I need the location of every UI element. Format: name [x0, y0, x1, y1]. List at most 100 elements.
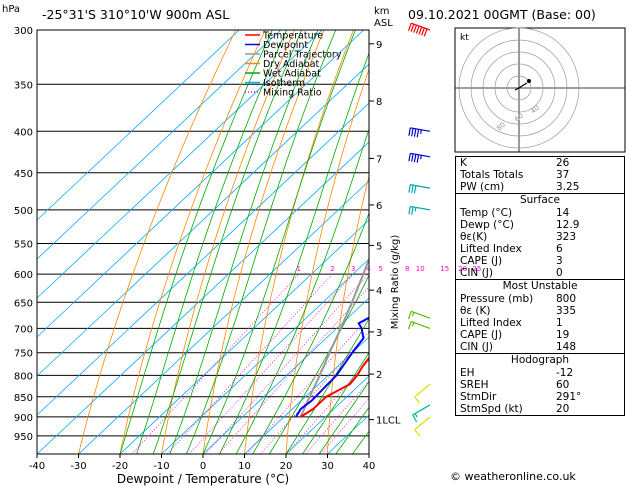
wind-barb: [414, 416, 431, 437]
x-tick-label: 40: [363, 461, 376, 472]
row-label: PW (cm): [460, 181, 505, 193]
legend-entry: Wet Adiabat: [263, 69, 321, 80]
temperature-line: [300, 356, 369, 418]
hpa-label: hPa: [2, 4, 20, 15]
table-row: EH -12: [456, 367, 624, 379]
wind-barb: [407, 320, 431, 330]
storm-motion-dot: [527, 79, 531, 83]
hodograph-unit: kt: [460, 33, 469, 43]
wind-barb: [407, 310, 431, 320]
barb-feather: [407, 311, 412, 320]
wet-adiabat: [219, 51, 369, 454]
x-axis-label: Dewpoint / Temperature (°C): [117, 472, 289, 486]
profiles: [295, 256, 369, 418]
mixing-ratio-label: 5: [378, 265, 382, 273]
pressure-tick-label: 350: [14, 80, 33, 91]
dry-adiabat: [285, 67, 369, 454]
dry-adiabat: [119, 30, 266, 454]
x-tick-label: -30: [70, 461, 86, 472]
pressure-tick-label: 400: [14, 127, 33, 138]
footer-credit[interactable]: © weatheronline.co.uk: [450, 470, 576, 483]
table-row: SREH 60: [456, 379, 624, 391]
row-value: 14: [556, 207, 570, 219]
hodograph-ring: [458, 27, 580, 149]
table-row: StmSpd (kt) 20: [456, 403, 624, 415]
barb-feather: [407, 22, 412, 31]
row-value: 3: [556, 255, 563, 267]
surface-block: Surface Temp (°C) 14 Dewp (°C) 12.9 θε(K) 323…: [456, 193, 624, 279]
table-row: StmDir 291°: [456, 391, 624, 403]
x-tick-label: 20: [280, 461, 293, 472]
km-tick-label: 3: [376, 328, 382, 339]
km-tick-label: 4: [376, 286, 382, 297]
pressure-tick-label: 850: [14, 393, 33, 404]
barb-feather: [408, 127, 411, 136]
wind-barb: [408, 184, 431, 194]
barb-feather: [414, 396, 421, 404]
barb-feather: [415, 25, 420, 34]
isotherm: [37, 30, 364, 338]
row-label: θε (K): [460, 305, 491, 317]
row-value: 800: [556, 293, 577, 305]
table-row: Lifted Index 1: [456, 317, 624, 329]
most-unstable-block: Most Unstable Pressure (mb) 800 θε (K) 335 L…: [456, 279, 624, 353]
wet-adiabat: [285, 317, 369, 454]
parcel-trajectory-line: [299, 256, 369, 418]
table-row: Lifted Index 6: [456, 243, 624, 255]
barb-feather: [413, 128, 417, 137]
background-lines: [37, 30, 369, 454]
mixing-ratio-label: 20: [458, 265, 467, 273]
row-label: θε(K): [460, 231, 488, 243]
km-tick-label: 8: [376, 97, 382, 108]
hodograph-block: Hodograph EH -12 SREH 60 StmDir 291° StmSpd (k…: [456, 353, 624, 415]
pressure-tick-label: 500: [14, 206, 33, 217]
km-tick-label: 2: [376, 370, 382, 381]
dry-adiabat: [244, 30, 354, 454]
wet-adiabat: [235, 128, 369, 454]
mixing-ratio-line: [218, 286, 369, 454]
hodograph-ring: [482, 51, 556, 125]
dewpoint-line: [295, 316, 369, 418]
barb-shaft: [411, 310, 431, 319]
km-tick-label: 7: [376, 154, 382, 165]
hodograph-ring-label: 60: [513, 112, 525, 124]
station-title: -25°31'S 310°10'W 900m ASL: [42, 7, 229, 22]
row-value: 20: [556, 403, 570, 415]
barb-feather: [411, 153, 414, 162]
barb-feather: [411, 312, 415, 317]
pressure-tick-label: 700: [14, 324, 33, 335]
pressure-tick-label: 450: [14, 169, 33, 180]
dry-adiabat: [161, 30, 295, 454]
row-value: 1: [556, 317, 563, 329]
barb-feather: [414, 413, 418, 418]
mixing-ratio-axis-label: Mixing Ratio (g/kg): [390, 235, 401, 330]
dry-adiabat: [78, 30, 237, 454]
row-value: 3.25: [556, 181, 580, 193]
barb-feather: [410, 23, 415, 32]
table-row: CAPE (J) 3: [456, 255, 624, 267]
hodograph: 40 60 80: [454, 27, 626, 153]
row-label: CIN (J): [460, 341, 493, 353]
barb-feather: [413, 154, 417, 163]
mixing-ratio-line: [131, 273, 300, 454]
barb-feather: [412, 414, 418, 423]
wind-barb: [408, 127, 431, 138]
surface-title: Surface: [519, 194, 560, 206]
pressure-tick-label: 550: [14, 239, 33, 250]
row-label: K: [460, 157, 467, 169]
wet-adiabat: [318, 380, 369, 454]
x-tick-label: 0: [200, 461, 206, 472]
pressure-tick-label: 750: [14, 349, 33, 360]
pressure-tick-label: 650: [14, 298, 33, 309]
hodograph-ring: [506, 75, 532, 101]
x-tick-label: -40: [29, 461, 45, 472]
wet-adiabat: [202, 30, 356, 454]
isotherm: [78, 180, 369, 454]
barb-feather: [411, 322, 415, 327]
row-label: Temp (°C): [460, 207, 513, 219]
row-value: 26: [556, 157, 570, 169]
km-tick-label: 9: [376, 40, 382, 51]
indices-table: K 26 Totals Totals 37 PW (cm) 3.25 Surface Te…: [455, 156, 625, 416]
mixing-ratio-label: 10: [416, 265, 425, 273]
isotherm: [37, 30, 281, 260]
